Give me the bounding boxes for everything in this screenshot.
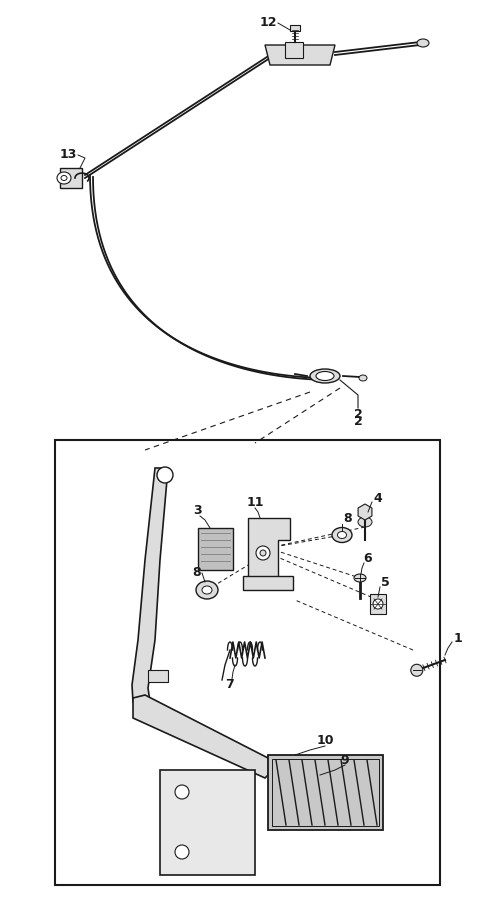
Polygon shape (358, 504, 372, 520)
Circle shape (411, 664, 423, 677)
Text: 8: 8 (344, 512, 352, 524)
Text: 1: 1 (454, 631, 462, 645)
Bar (60, 168, 82, 188)
Polygon shape (133, 695, 270, 778)
Polygon shape (265, 45, 335, 65)
Ellipse shape (332, 528, 352, 542)
Bar (290, 25, 300, 31)
Circle shape (175, 845, 189, 859)
Ellipse shape (61, 175, 67, 180)
Ellipse shape (359, 375, 367, 381)
Text: 9: 9 (341, 754, 349, 766)
Ellipse shape (354, 574, 366, 582)
Text: 7: 7 (226, 678, 234, 691)
Polygon shape (132, 468, 168, 702)
Circle shape (256, 546, 270, 560)
Polygon shape (243, 576, 293, 590)
Ellipse shape (316, 372, 334, 381)
Text: 6: 6 (364, 551, 372, 564)
Text: 12: 12 (259, 16, 277, 30)
Circle shape (260, 550, 266, 556)
Ellipse shape (417, 39, 429, 47)
Ellipse shape (337, 532, 347, 539)
Bar (268, 755, 383, 830)
Bar (370, 594, 386, 614)
Bar (55, 440, 440, 885)
Polygon shape (248, 518, 290, 578)
Text: 3: 3 (194, 503, 202, 516)
Bar (198, 528, 233, 570)
Text: 5: 5 (381, 576, 389, 589)
Ellipse shape (196, 581, 218, 599)
Ellipse shape (358, 517, 372, 527)
Circle shape (157, 467, 173, 483)
Text: 2: 2 (354, 408, 362, 422)
Bar (160, 770, 255, 875)
Text: 10: 10 (316, 734, 334, 746)
Text: 8: 8 (192, 567, 201, 580)
Text: 2: 2 (354, 415, 362, 428)
Ellipse shape (202, 586, 212, 594)
Bar (272, 759, 379, 826)
Text: 13: 13 (60, 149, 77, 161)
Bar (285, 42, 303, 58)
Ellipse shape (310, 369, 340, 383)
Circle shape (373, 599, 383, 609)
Ellipse shape (57, 172, 71, 184)
Text: 4: 4 (373, 492, 383, 504)
Bar (148, 670, 168, 682)
Text: 11: 11 (246, 495, 264, 509)
Circle shape (175, 785, 189, 799)
